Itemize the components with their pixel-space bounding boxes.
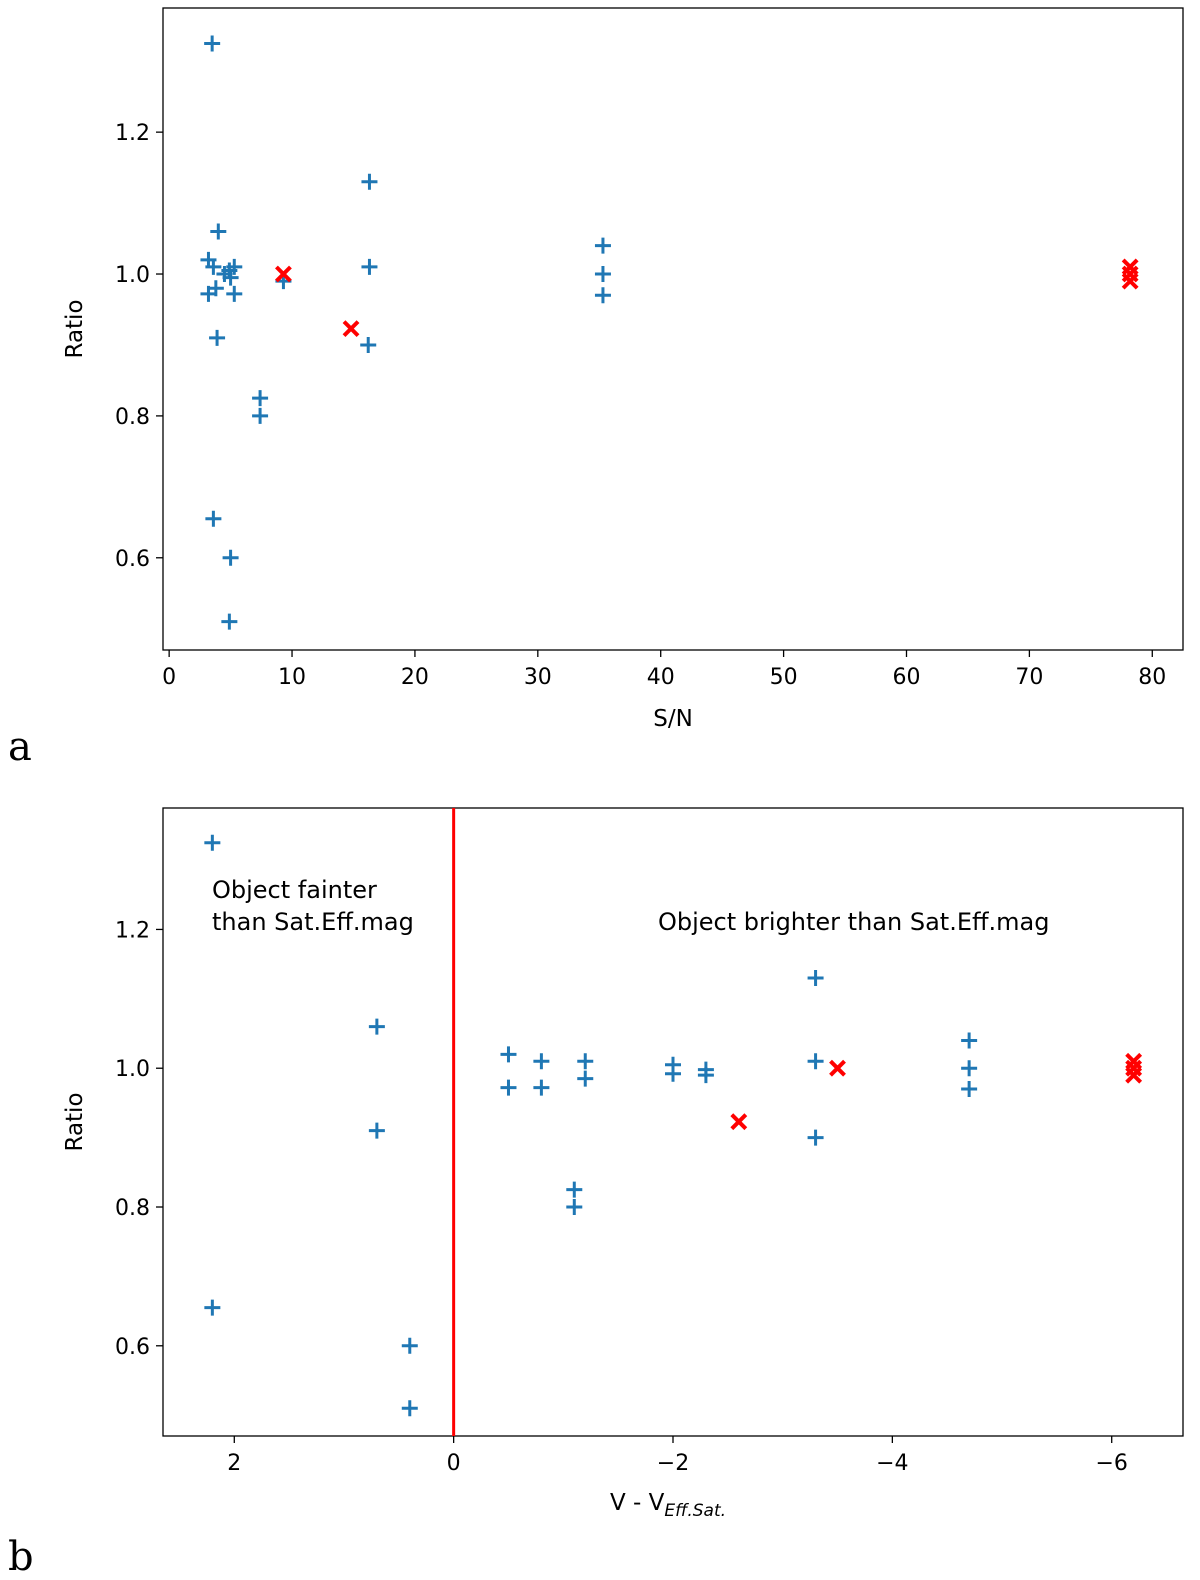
panel-b-annotation-brighter: Object brighter than Sat.Eff.mag — [658, 908, 1049, 936]
plus-marker — [500, 1046, 517, 1063]
plus-marker — [533, 1053, 550, 1070]
plus-marker — [222, 549, 239, 566]
plus-marker — [252, 390, 269, 407]
panel-b-x-ticks: 2 0 −2 −4 −6 — [227, 1436, 1128, 1476]
x-tick-label: 30 — [524, 665, 552, 690]
y-tick-label: 1.0 — [115, 263, 150, 288]
plus-marker — [204, 834, 221, 851]
plus-marker — [368, 1018, 385, 1035]
x-marker — [1121, 272, 1139, 290]
x-marker — [1125, 1066, 1143, 1084]
panel-b-x-axis-label: V - VEff.Sat. — [610, 1490, 726, 1521]
x-tick-label: 0 — [447, 1451, 461, 1476]
panel-b-scatter-chart: 2 0 −2 −4 −6 0.6 0.8 1.0 1.2 Object fainter tha… — [8, 807, 1184, 1580]
plus-marker — [961, 1032, 978, 1049]
y-tick-label: 1.0 — [115, 1057, 150, 1082]
plus-marker — [665, 1065, 681, 1082]
y-tick-label: 0.6 — [115, 1335, 150, 1360]
plus-marker — [697, 1067, 714, 1084]
panel-a-points — [200, 35, 1139, 630]
plus-marker — [961, 1060, 978, 1077]
plus-marker — [252, 407, 269, 424]
y-tick-label: 1.2 — [115, 918, 150, 943]
panel-a-x-axis-label: S/N — [653, 706, 693, 732]
annotation-fainter-line-2: than Sat.Eff.mag — [212, 908, 414, 936]
x-tick-label: −4 — [876, 1451, 908, 1476]
x-tick-label: 20 — [401, 665, 429, 690]
plus-marker — [807, 1053, 824, 1070]
panel-b-y-axis-label: Ratio — [62, 1092, 88, 1151]
x-tick-label: 2 — [227, 1451, 241, 1476]
plus-marker — [226, 285, 243, 302]
x-tick-label: −2 — [657, 1451, 689, 1476]
panel-a-plot-frame — [162, 7, 1184, 651]
y-tick-label: 0.8 — [115, 405, 150, 430]
x-tick-label: 40 — [647, 665, 675, 690]
panel-a-scatter-chart: 0 10 20 30 40 50 60 70 80 0.6 0.8 1.0 1.2 S/N Ratio… — [8, 7, 1184, 770]
plus-marker — [361, 173, 378, 190]
panel-a-letter: a — [8, 724, 32, 770]
plus-marker — [401, 1337, 418, 1354]
x-marker — [730, 1113, 748, 1131]
plus-marker — [210, 223, 227, 240]
panel-b-annotation-fainter: Object fainter than Sat.Eff.mag — [212, 876, 414, 936]
panel-a-y-ticks: 0.6 0.8 1.0 1.2 — [115, 121, 163, 572]
plus-marker — [222, 269, 239, 286]
panel-a-y-axis-label: Ratio — [62, 299, 88, 358]
panel-b-y-ticks: 0.6 0.8 1.0 1.2 — [115, 918, 163, 1360]
plus-marker — [205, 258, 222, 275]
x-tick-label: 70 — [1015, 665, 1043, 690]
plus-marker — [577, 1070, 594, 1087]
plus-marker — [566, 1181, 583, 1198]
plus-marker — [207, 280, 224, 297]
x-marker — [342, 320, 360, 338]
panel-b-points — [204, 834, 1143, 1417]
plus-marker — [807, 970, 824, 987]
plus-marker — [401, 1400, 418, 1417]
plus-marker — [566, 1199, 583, 1216]
plus-marker — [594, 287, 611, 304]
plus-marker — [500, 1079, 517, 1096]
y-tick-label: 0.6 — [115, 547, 150, 572]
plus-marker — [204, 1299, 221, 1316]
x-axis-label-main: V - V — [610, 1490, 665, 1516]
x-axis-label-subscript: Eff.Sat. — [664, 1501, 726, 1521]
plus-marker — [209, 329, 226, 346]
x-marker — [829, 1059, 846, 1077]
x-tick-label: 80 — [1138, 665, 1166, 690]
plus-marker — [204, 35, 221, 52]
plus-marker — [360, 336, 377, 353]
y-tick-label: 0.8 — [115, 1196, 150, 1221]
plus-marker — [368, 1122, 385, 1139]
plus-marker — [221, 613, 238, 630]
x-tick-label: 0 — [162, 665, 176, 690]
x-tick-label: −6 — [1095, 1451, 1127, 1476]
plus-marker — [361, 258, 378, 275]
panel-b-letter: b — [8, 1534, 34, 1580]
annotation-fainter-line-1: Object fainter — [212, 876, 377, 904]
y-tick-label: 1.2 — [115, 121, 150, 146]
plus-marker — [533, 1079, 550, 1096]
plus-marker — [807, 1129, 824, 1146]
panel-a-x-ticks: 0 10 20 30 40 50 60 70 80 — [162, 650, 1166, 690]
plus-marker — [594, 266, 611, 283]
plus-marker — [226, 258, 243, 275]
plus-marker — [205, 510, 222, 527]
x-marker — [275, 265, 292, 283]
x-tick-label: 60 — [892, 665, 920, 690]
x-tick-label: 50 — [770, 665, 798, 690]
plus-marker — [594, 237, 611, 254]
plus-marker — [961, 1081, 978, 1098]
plus-marker — [577, 1053, 594, 1070]
x-tick-label: 10 — [278, 665, 306, 690]
